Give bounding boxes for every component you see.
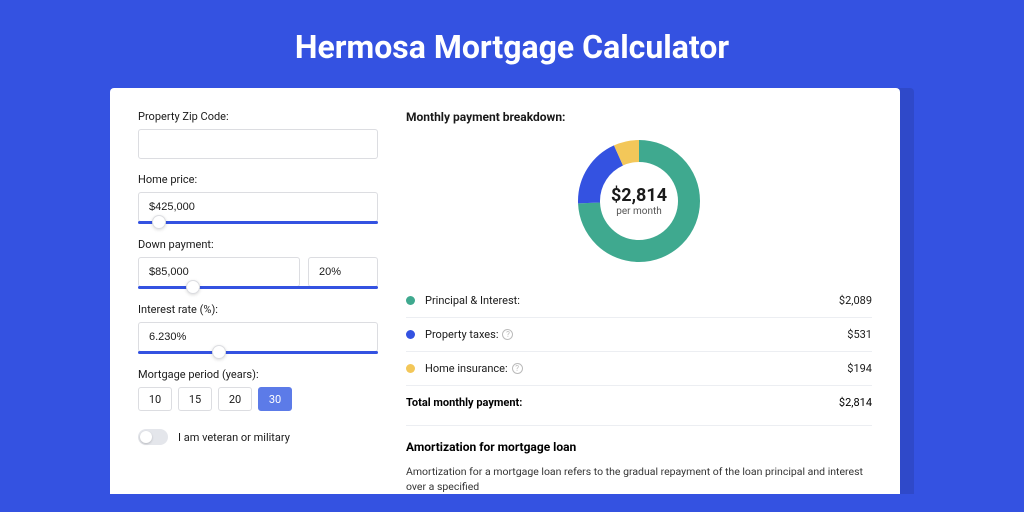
zip-input[interactable] <box>138 129 378 159</box>
zip-field: Property Zip Code: <box>138 110 378 159</box>
price-field: Home price: <box>138 173 378 224</box>
rate-label: Interest rate (%): <box>138 303 378 316</box>
form-column: Property Zip Code: Home price: Down paym… <box>138 110 378 494</box>
period-option-20[interactable]: 20 <box>218 387 252 411</box>
legend-value-ins: $194 <box>847 362 872 375</box>
period-label: Mortgage period (years): <box>138 368 378 381</box>
legend-row-ins: Home insurance:?$194 <box>406 352 872 385</box>
zip-label: Property Zip Code: <box>138 110 378 123</box>
legend-dot-tax <box>406 330 415 339</box>
period-field: Mortgage period (years): 10152030 <box>138 368 378 411</box>
period-options: 10152030 <box>138 387 378 411</box>
rate-slider[interactable] <box>138 351 378 354</box>
rate-input[interactable] <box>138 322 378 352</box>
legend-row-pi: Principal & Interest:$2,089 <box>406 284 872 318</box>
legend-row-tax: Property taxes:?$531 <box>406 318 872 352</box>
down-slider-thumb[interactable] <box>186 280 200 294</box>
price-input[interactable] <box>138 192 378 222</box>
down-amount-input[interactable] <box>138 257 300 287</box>
payment-donut-chart: $2,814 per month <box>574 136 704 266</box>
down-label: Down payment: <box>138 238 378 251</box>
period-option-30[interactable]: 30 <box>258 387 292 411</box>
legend-value-pi: $2,089 <box>839 294 872 307</box>
legend-label-tax: Property taxes:? <box>425 328 847 341</box>
total-label: Total monthly payment: <box>406 396 839 409</box>
amortization-text: Amortization for a mortgage loan refers … <box>406 464 872 494</box>
card-shadow-wrapper: Property Zip Code: Home price: Down paym… <box>110 88 914 494</box>
calculator-card: Property Zip Code: Home price: Down paym… <box>110 88 900 494</box>
legend-dot-pi <box>406 296 415 305</box>
down-slider[interactable] <box>138 286 378 289</box>
legend-dot-ins <box>406 364 415 373</box>
info-icon[interactable]: ? <box>502 329 513 340</box>
page-title: Hermosa Mortgage Calculator <box>0 0 1024 88</box>
legend-label-ins: Home insurance:? <box>425 362 847 375</box>
info-icon[interactable]: ? <box>512 363 523 374</box>
total-value: $2,814 <box>839 396 872 409</box>
breakdown-column: Monthly payment breakdown: $2,814 per mo… <box>406 110 872 494</box>
price-label: Home price: <box>138 173 378 186</box>
veteran-label: I am veteran or military <box>178 431 290 444</box>
donut-wrap: $2,814 per month <box>406 136 872 266</box>
donut-sub: per month <box>616 206 662 217</box>
veteran-toggle[interactable] <box>138 429 168 445</box>
down-field: Down payment: <box>138 238 378 289</box>
amortization-title: Amortization for mortgage loan <box>406 440 872 454</box>
price-slider-thumb[interactable] <box>152 215 166 229</box>
down-pct-input[interactable] <box>308 257 378 287</box>
legend-value-tax: $531 <box>847 328 872 341</box>
donut-center: $2,814 per month <box>574 136 704 266</box>
donut-amount: $2,814 <box>611 185 667 206</box>
period-option-15[interactable]: 15 <box>178 387 212 411</box>
total-row: Total monthly payment: $2,814 <box>406 385 872 419</box>
amortization-section: Amortization for mortgage loan Amortizat… <box>406 425 872 494</box>
price-slider[interactable] <box>138 221 378 224</box>
veteran-row: I am veteran or military <box>138 429 378 445</box>
period-option-10[interactable]: 10 <box>138 387 172 411</box>
legend-label-pi: Principal & Interest: <box>425 294 839 307</box>
breakdown-title: Monthly payment breakdown: <box>406 110 872 124</box>
rate-slider-thumb[interactable] <box>212 345 226 359</box>
rate-field: Interest rate (%): <box>138 303 378 354</box>
